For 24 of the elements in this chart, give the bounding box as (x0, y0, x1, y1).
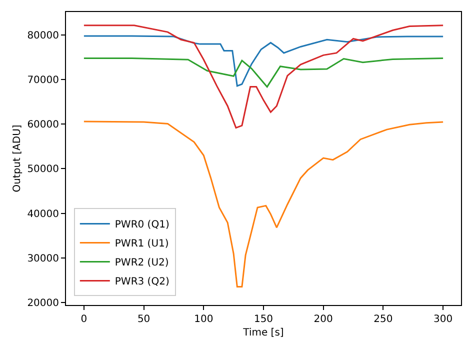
y-axis-title: Output [ADU] (12, 124, 24, 192)
legend-label: PWR3 (Q2) (114, 276, 170, 288)
y-tick-label: 70000 (27, 75, 59, 86)
legend-label: PWR2 (U2) (114, 258, 169, 269)
x-axis-title: Time [s] (242, 328, 284, 338)
line-series (83, 120, 444, 288)
x-tick-label: 50 (137, 314, 150, 325)
legend-label: PWR1 (U1) (114, 238, 169, 250)
line-series (83, 58, 444, 88)
x-tick-label: 0 (80, 314, 88, 325)
y-tick-label: 30000 (27, 253, 59, 264)
line-series (83, 24, 444, 129)
y-tick-label: 50000 (27, 164, 59, 176)
y-tick-label: 60000 (27, 120, 59, 131)
x-tick-label: 200 (314, 314, 333, 325)
y-tick-label: 40000 (27, 208, 59, 220)
y-tick-label: 80000 (27, 30, 59, 42)
x-tick-label: 100 (194, 314, 214, 325)
legend-label: PWR0 (Q1) (114, 220, 170, 231)
y-tick-label: 20000 (27, 298, 59, 309)
x-tick-label: 150 (254, 314, 274, 325)
x-tick-label: 250 (374, 314, 393, 325)
line-series (83, 35, 444, 87)
x-tick-label: 300 (434, 314, 453, 325)
